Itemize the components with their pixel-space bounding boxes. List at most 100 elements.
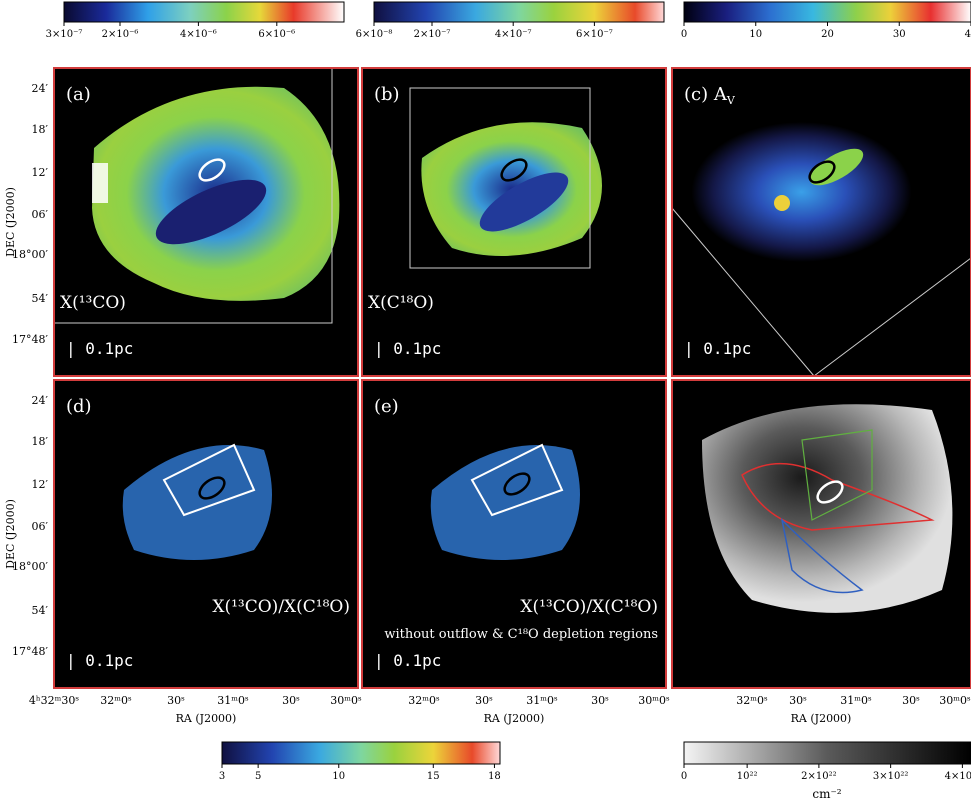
colorbar-bottom-ticks: 3 5 10 15 18 0 10²² 2×10²² 3×10²² 4×10²² cm⁻² <box>219 764 971 801</box>
dec-tick-label: 12′ <box>32 478 49 491</box>
ra-tick-label: 30ˢ <box>789 694 807 707</box>
panel-e: (e) X(¹³CO)/X(C¹⁸O) without outflow & C¹⁸O… <box>361 379 667 689</box>
panel-frame <box>53 67 359 377</box>
panel-label: X(C¹⁸O) <box>368 293 434 313</box>
colorbar-top-1-gradient <box>63 1 345 23</box>
panel-frame <box>671 379 971 689</box>
zoom-line <box>671 207 815 377</box>
ra-tick-label: 30ˢ <box>475 694 493 707</box>
colorbar-unit: cm⁻² <box>812 787 841 801</box>
scale-bar: | 0.1pc <box>66 651 133 670</box>
panel-d: (d) X(¹³CO)/X(C¹⁸O) | 0.1pc <box>53 379 359 689</box>
dec-tick-label: 17°48′ <box>12 645 48 658</box>
colorbar-top-1 <box>63 1 345 23</box>
dec-axis-label: DEC (J2000) <box>4 187 17 257</box>
scale-bar: | 0.1pc <box>684 339 751 358</box>
column-density <box>702 404 953 613</box>
ra-tick-label: 31ᵐ0ˢ <box>840 694 872 707</box>
scale-bar: | 0.1pc <box>66 339 133 358</box>
colorbar-bottom-left <box>221 741 501 765</box>
colorbar-bottom-right-gradient <box>683 741 971 765</box>
colorbar-tick-label: 0 <box>681 29 687 40</box>
panel-tag: (a) <box>66 84 91 105</box>
panel-tag: (c) AV <box>684 84 736 107</box>
panel-tag: (f) <box>684 396 705 417</box>
ellipse-marker <box>500 158 528 182</box>
colorbar-tick-label: 4×10⁻⁶ <box>180 29 217 40</box>
ratio-region <box>122 445 272 560</box>
axes: 24′ 24′ 18′ 18′ 12′ 12′ 06′ 06′ 18°00′ 18°00′ 54′ 5… <box>4 82 971 725</box>
zoom-box <box>409 87 591 269</box>
panel-label: X(¹³CO)/X(C¹⁸O) <box>520 597 658 617</box>
extinction-peak <box>809 148 864 186</box>
extinction-peak-2 <box>774 195 790 211</box>
dec-tick-label: 06′ <box>32 520 49 533</box>
bright-region <box>92 163 108 203</box>
ra-tick-label: 30ᵐ0ˢ <box>638 694 670 707</box>
ra-tick-label: 30ˢ <box>282 694 300 707</box>
dec-tick-label: 18′ <box>32 123 49 136</box>
colorbar-tick-label: 5 <box>255 771 261 782</box>
colorbar-tick-label: 4×10⁻⁷ <box>495 29 532 40</box>
panel-note: without outflow & C¹⁸O depletion regions <box>384 627 658 642</box>
panel-frame <box>671 67 971 377</box>
colorbar-tick-label: 3×10⁻⁷ <box>46 29 83 40</box>
ra-tick-label: 32ᵐ0ˢ <box>100 694 132 707</box>
ellipse-marker <box>808 160 836 184</box>
colorbar-bottom-left-gradient <box>221 741 501 765</box>
dec-tick-label: 54′ <box>32 604 49 617</box>
colorbar-tick-label: 4×10²² <box>945 771 971 782</box>
ratio-region <box>430 445 580 560</box>
colorbar-tick-label: 3 <box>219 771 225 782</box>
depletion-region <box>479 172 569 232</box>
colorbar-tick-label: 2×10⁻⁶ <box>102 29 139 40</box>
dec-tick-label: 17°48′ <box>12 333 48 346</box>
scale-bar: | 0.1pc <box>374 651 441 670</box>
outflow-red <box>741 462 935 531</box>
ellipse-marker <box>503 472 531 496</box>
scale-bar: | 0.1pc <box>684 651 751 670</box>
colorbar-top-2 <box>373 1 665 23</box>
panel-tag: (b) <box>374 84 400 105</box>
colorbar-top-3 <box>683 1 971 23</box>
dec-tick-label: 24′ <box>32 82 49 95</box>
colorbar-tick-label: 18 <box>488 771 501 782</box>
dec-tick-label: 24′ <box>32 394 49 407</box>
panel-label: X(¹³CO)/X(C¹⁸O) <box>212 597 350 617</box>
colorbar-tick-label: 15 <box>427 771 440 782</box>
panel-frame <box>53 379 359 689</box>
dec-tick-label: 06′ <box>32 208 49 221</box>
dec-axis-label: DEC (J2000) <box>4 499 17 569</box>
colorbar-tick-label: 0 <box>681 771 687 782</box>
panel-c: (c) AV | 0.1pc <box>671 67 971 377</box>
ra-tick-label: 4ʰ32ᵐ30ˢ <box>29 694 79 707</box>
zoom-line <box>813 257 971 377</box>
ra-tick-label: 30ᵐ0ˢ <box>939 694 971 707</box>
depletion-region <box>155 179 267 245</box>
ra-tick-label: 30ᵐ0ˢ <box>330 694 362 707</box>
panel-b: (b) X(C¹⁸O) | 0.1pc <box>361 67 667 377</box>
colorbar-tick-label: 6×10⁻⁷ <box>576 29 613 40</box>
outflow-blue <box>780 517 864 594</box>
colorbar-tick-label: 10²² <box>737 771 758 782</box>
colorbar-bottom-right <box>683 741 971 765</box>
dec-tick-label: 54′ <box>32 292 49 305</box>
ra-tick-label: 31ᵐ0ˢ <box>217 694 249 707</box>
panel-f: (f) | 0.1pc <box>671 379 971 689</box>
contour-white <box>162 443 256 517</box>
colorbar-tick-label: 40 <box>965 29 971 40</box>
ra-tick-label: 30ˢ <box>167 694 185 707</box>
panel-a: (a) X(¹³CO) | 0.1pc <box>53 67 359 377</box>
contour-white <box>470 443 564 517</box>
ra-tick-label: 32ᵐ0ˢ <box>736 694 768 707</box>
ra-tick-label: 30ˢ <box>591 694 609 707</box>
colorbar-tick-label: 2×10²² <box>801 771 836 782</box>
ellipse-marker <box>198 158 226 182</box>
colorbar-tick-label: 30 <box>893 29 906 40</box>
colorbar-top-ticks: 3×10⁻⁷ 2×10⁻⁶ 4×10⁻⁶ 6×10⁻⁶ 6×10⁻⁸ 2×10⁻⁷ 4×10… <box>46 22 971 40</box>
panel-frame <box>361 67 667 377</box>
dec-tick-label: 18′ <box>32 435 49 448</box>
ra-tick-label: 30ˢ <box>902 694 920 707</box>
